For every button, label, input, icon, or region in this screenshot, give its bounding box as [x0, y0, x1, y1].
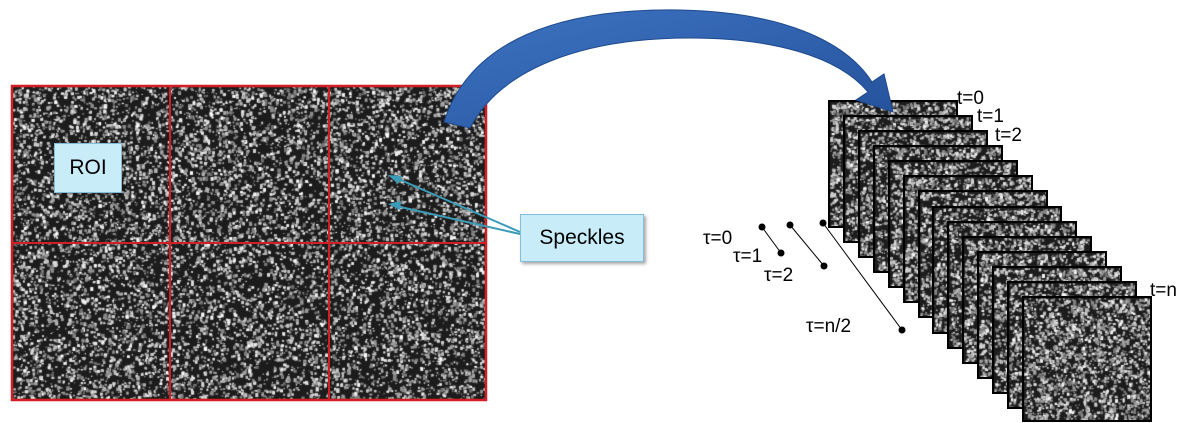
- lag-dot: [758, 223, 766, 231]
- curved-arrow: [443, 9, 894, 129]
- lag-label-half: τ=n/2: [806, 316, 851, 337]
- lag-dot: [819, 219, 827, 227]
- lag-label-0: τ=0: [703, 228, 732, 249]
- lag-lines: [758, 219, 906, 334]
- lag-dot: [820, 262, 828, 270]
- frame-label-t0: t=0: [957, 88, 984, 109]
- pointer-line-1: [395, 177, 521, 233]
- lag-label-2: τ=2: [764, 265, 793, 286]
- speckle-pointers: [388, 175, 521, 235]
- lag-dot: [777, 249, 785, 257]
- frame-label-t2: t=2: [995, 125, 1022, 146]
- frame-label-t1: t=1: [977, 106, 1004, 127]
- lag-dot: [786, 221, 794, 229]
- speckle-frame: [1022, 296, 1152, 422]
- speckles-callout: Speckles: [520, 214, 644, 262]
- roi-grid: [10, 84, 488, 402]
- pointer-head-2: [388, 201, 401, 210]
- roi-callout: ROI: [54, 143, 122, 193]
- lag-label-1: τ=1: [733, 246, 762, 267]
- pointer-head-1: [388, 175, 402, 184]
- frame-label-tn: t=n: [1150, 280, 1177, 301]
- pointer-line-2: [395, 205, 521, 235]
- lag-dot: [898, 326, 906, 334]
